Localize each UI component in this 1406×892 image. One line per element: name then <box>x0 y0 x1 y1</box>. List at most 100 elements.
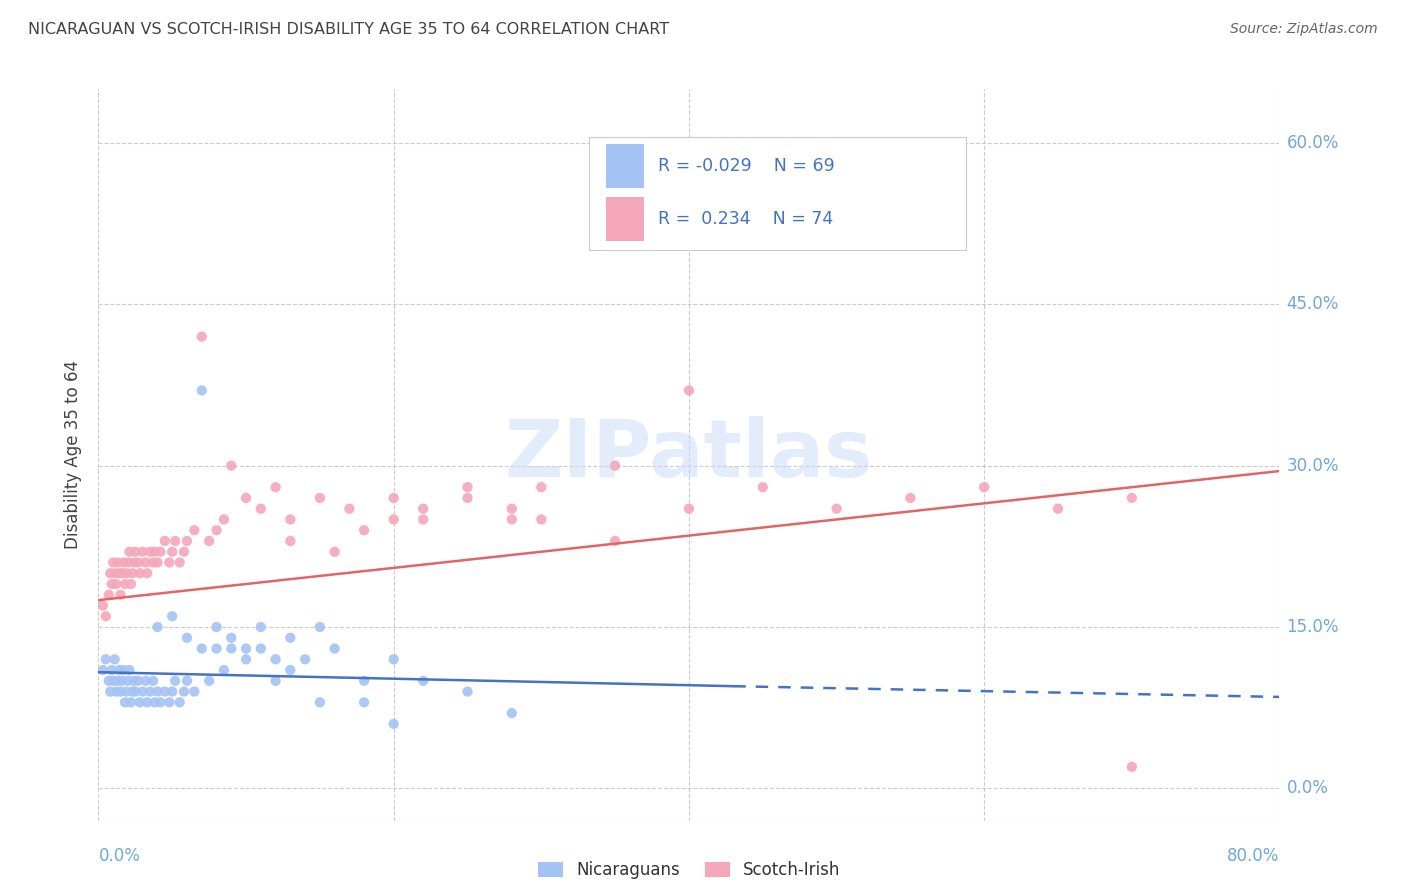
Point <box>219 458 242 473</box>
Point <box>219 641 242 656</box>
Point <box>111 673 134 688</box>
Point <box>264 480 287 494</box>
Point <box>165 533 187 548</box>
Point <box>115 566 138 581</box>
Point <box>117 673 139 688</box>
Point <box>456 684 478 698</box>
Point <box>104 652 127 666</box>
Point <box>173 684 195 698</box>
Point <box>124 684 146 698</box>
Point <box>110 588 132 602</box>
Point <box>162 609 183 624</box>
Point <box>219 631 242 645</box>
Text: R =  0.234    N = 74: R = 0.234 N = 74 <box>658 211 834 228</box>
Point <box>98 684 121 698</box>
Point <box>678 501 700 516</box>
Point <box>605 533 627 548</box>
Point <box>146 620 169 634</box>
Point <box>412 512 434 526</box>
Text: Source: ZipAtlas.com: Source: ZipAtlas.com <box>1230 22 1378 37</box>
Point <box>264 673 287 688</box>
Point <box>278 512 302 526</box>
Text: 80.0%: 80.0% <box>1227 847 1279 865</box>
Point <box>278 631 302 645</box>
Point <box>456 480 478 494</box>
Point <box>678 384 700 398</box>
Point <box>91 599 114 613</box>
Text: NICARAGUAN VS SCOTCH-IRISH DISABILITY AGE 35 TO 64 CORRELATION CHART: NICARAGUAN VS SCOTCH-IRISH DISABILITY AG… <box>28 22 669 37</box>
Point <box>105 684 128 698</box>
Point <box>135 673 157 688</box>
Y-axis label: Disability Age 35 to 64: Disability Age 35 to 64 <box>65 360 83 549</box>
Point <box>122 673 145 688</box>
Point <box>128 566 150 581</box>
Point <box>605 458 627 473</box>
Point <box>412 501 434 516</box>
Point <box>530 512 553 526</box>
Point <box>337 501 360 516</box>
Point <box>146 684 169 698</box>
Point <box>501 706 523 720</box>
Point <box>110 684 132 698</box>
Point <box>153 533 176 548</box>
Point <box>94 652 117 666</box>
Point <box>235 641 257 656</box>
Point <box>118 663 141 677</box>
Point <box>122 556 145 570</box>
Point <box>98 566 121 581</box>
Point <box>176 673 198 688</box>
Point <box>353 673 375 688</box>
Point <box>1121 491 1143 505</box>
Point <box>501 512 523 526</box>
Point <box>132 684 155 698</box>
Point <box>900 491 922 505</box>
Text: 30.0%: 30.0% <box>1286 457 1339 475</box>
Point <box>198 533 221 548</box>
Point <box>382 491 405 505</box>
Point <box>91 663 114 677</box>
Point <box>100 663 122 677</box>
Point <box>139 545 162 559</box>
Point <box>173 545 195 559</box>
Point <box>117 556 139 570</box>
Text: ZIPatlas: ZIPatlas <box>505 416 873 494</box>
Point <box>191 384 214 398</box>
Point <box>205 620 228 634</box>
Point <box>149 545 172 559</box>
Point <box>165 673 187 688</box>
Point <box>183 684 205 698</box>
Point <box>353 695 375 709</box>
Point <box>162 684 183 698</box>
Point <box>111 566 134 581</box>
Point <box>143 545 166 559</box>
Point <box>250 501 273 516</box>
FancyBboxPatch shape <box>606 197 644 241</box>
Point <box>127 556 149 570</box>
Point <box>205 523 228 537</box>
Point <box>825 501 848 516</box>
Point <box>1046 501 1069 516</box>
Point <box>162 545 183 559</box>
Point <box>115 684 138 698</box>
Point <box>309 695 332 709</box>
Point <box>104 566 127 581</box>
Point <box>157 556 180 570</box>
Point <box>97 588 120 602</box>
Point <box>235 652 257 666</box>
Legend: Nicaraguans, Scotch-Irish: Nicaraguans, Scotch-Irish <box>531 855 846 886</box>
Point <box>120 695 142 709</box>
Point <box>142 673 165 688</box>
Point <box>94 609 117 624</box>
Point <box>114 695 136 709</box>
Point <box>97 673 120 688</box>
Text: 60.0%: 60.0% <box>1286 134 1339 152</box>
Point <box>250 620 273 634</box>
Point <box>1121 760 1143 774</box>
Point <box>169 695 191 709</box>
FancyBboxPatch shape <box>589 136 966 250</box>
Point <box>103 556 125 570</box>
Point <box>153 684 176 698</box>
Point <box>323 641 346 656</box>
Point <box>112 556 135 570</box>
Text: R = -0.029    N = 69: R = -0.029 N = 69 <box>658 157 835 175</box>
